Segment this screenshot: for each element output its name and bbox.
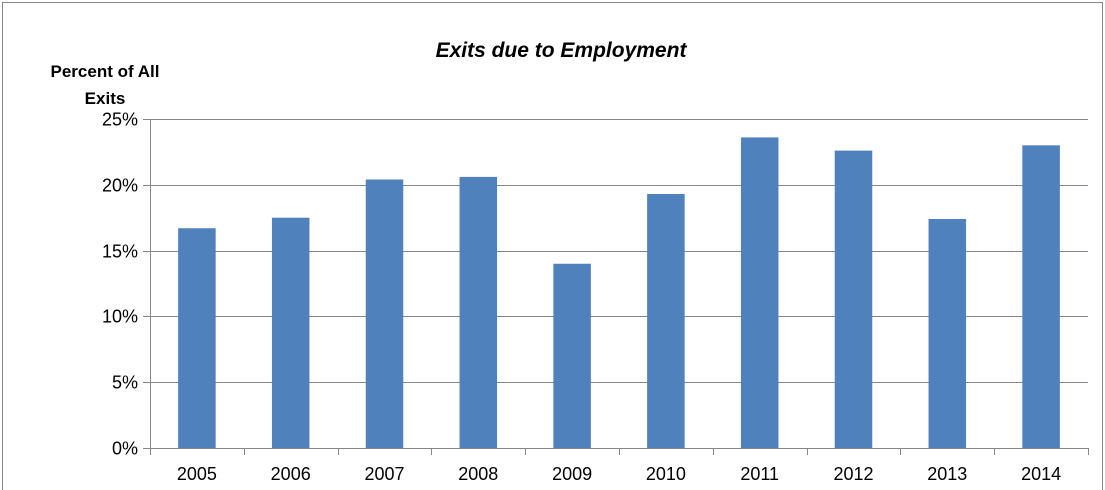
y-tick-label: 15% [102,242,138,262]
y-tick-label: 10% [102,307,138,327]
x-tick-label: 2009 [552,464,592,484]
y-tick-label: 5% [112,373,138,393]
bar-2011 [740,137,779,448]
x-tick-label: 2011 [740,464,779,484]
y-tick-label: 20% [102,176,138,196]
x-tick-label: 2007 [364,464,404,484]
y-tick-label: 25% [102,110,138,130]
bar-series [178,137,1060,449]
x-tick-label: 2013 [927,464,967,484]
y-axis-label-line-1: Percent of All [51,62,160,81]
chart-title: Exits due to Employment [436,39,688,62]
x-tick-label: 2014 [1021,464,1061,484]
x-tick-label: 2010 [646,464,686,484]
bar-2013 [928,219,967,448]
bar-2006 [271,217,310,448]
x-tick-label: 2006 [271,464,311,484]
y-tick-label: 0% [112,439,138,459]
bar-2008 [459,176,498,449]
bar-2014 [1022,145,1060,448]
x-tick-label: 2008 [458,464,498,484]
y-axis-label-line-2: Exits [85,89,126,108]
bar-2007 [365,179,404,448]
bar-2005 [178,228,216,448]
bar-2012 [834,150,873,449]
x-axis-ticks: 2005 2006 2007 2008 2009 2010 2011 2012 2013 2014 [150,448,1089,484]
bar-2009 [553,263,591,448]
bar-2010 [647,194,685,448]
x-tick-label: 2005 [177,464,217,484]
x-tick-label: 2012 [833,464,873,484]
y-axis-ticks: 0% 5% 10% 15% 20% 25% [102,110,150,459]
